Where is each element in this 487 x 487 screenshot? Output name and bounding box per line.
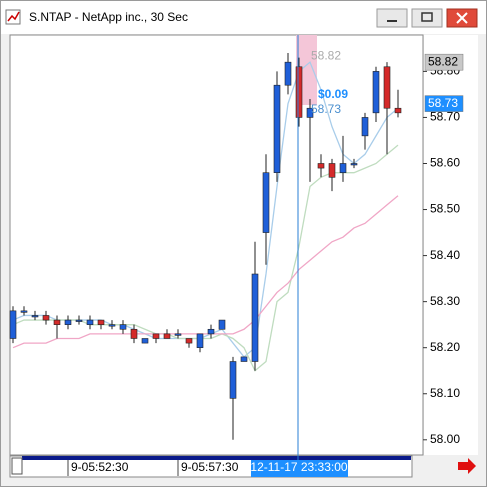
candle-body <box>328 163 336 178</box>
cursor-change-label: $0.09 <box>318 87 348 101</box>
candle-body <box>9 310 17 339</box>
y-tick-label: 58.60 <box>430 156 460 170</box>
candle-body <box>108 324 116 327</box>
candle-body <box>284 61 292 86</box>
price-marker <box>424 95 464 112</box>
candle-body <box>240 356 248 362</box>
candle-body <box>163 333 171 339</box>
candle-body <box>152 333 160 339</box>
app-icon-graph <box>7 11 20 22</box>
plot-area <box>9 34 424 456</box>
candle-body <box>273 84 281 173</box>
y-tick-label: 58.00 <box>430 432 460 446</box>
candle-body <box>361 117 369 137</box>
price-marker-label: 58.82 <box>428 54 458 68</box>
candle-body <box>86 319 94 325</box>
candle-body <box>229 361 237 399</box>
cursor-price-label: 58.73 <box>311 102 341 116</box>
minimize-button[interactable] <box>376 8 408 28</box>
scroll-right-arrow[interactable] <box>458 458 476 474</box>
maximize-button[interactable] <box>411 8 443 28</box>
scroll-thumb[interactable] <box>11 457 23 475</box>
y-tick-label: 58.20 <box>430 340 460 354</box>
candle-body <box>53 319 61 325</box>
candle-body <box>317 163 325 169</box>
y-tick-label: 58.10 <box>430 386 460 400</box>
candle-body <box>141 338 149 344</box>
close-button[interactable] <box>446 8 478 28</box>
moving-average <box>12 195 399 349</box>
candle-body <box>383 66 391 109</box>
cursor-time-box <box>251 460 348 477</box>
candle-body <box>174 333 182 336</box>
cursor-high-label: 58.82 <box>311 48 341 62</box>
cursor-time-label: 12-11-17 23:33:00 <box>250 460 348 474</box>
candle-body <box>31 315 39 318</box>
candle-body <box>350 163 358 166</box>
window-title: S.NTAP - NetApp inc., 30 Sec <box>29 10 188 24</box>
candle-body <box>64 319 72 325</box>
candle-body <box>339 163 347 173</box>
candle-body <box>185 338 193 344</box>
price-marker-label: 58.73 <box>428 96 458 110</box>
candle-body <box>295 66 303 118</box>
candle-body <box>306 107 314 118</box>
candle-body <box>372 71 380 114</box>
y-tick-label: 58.40 <box>430 248 460 262</box>
y-tick-label: 58.50 <box>430 202 460 216</box>
candle-body <box>119 324 127 330</box>
candle-body <box>97 319 105 325</box>
candle-body <box>75 319 83 322</box>
candle-body <box>394 107 402 114</box>
candle-body <box>196 333 204 348</box>
candle-body <box>130 328 138 339</box>
y-tick-label: 58.30 <box>430 294 460 308</box>
candle-body <box>251 273 259 362</box>
scroll-bar[interactable] <box>22 456 411 460</box>
candle-body <box>218 319 226 330</box>
candle-body <box>42 315 50 321</box>
candle-body <box>262 172 270 233</box>
y-tick-label: 58.70 <box>430 110 460 124</box>
x-tick-label: 9-05:57:30 <box>181 460 239 474</box>
candle-body <box>207 328 215 335</box>
x-tick-label: 9-05:52:30 <box>71 460 129 474</box>
price-marker <box>424 53 464 71</box>
candle-body <box>20 310 28 313</box>
